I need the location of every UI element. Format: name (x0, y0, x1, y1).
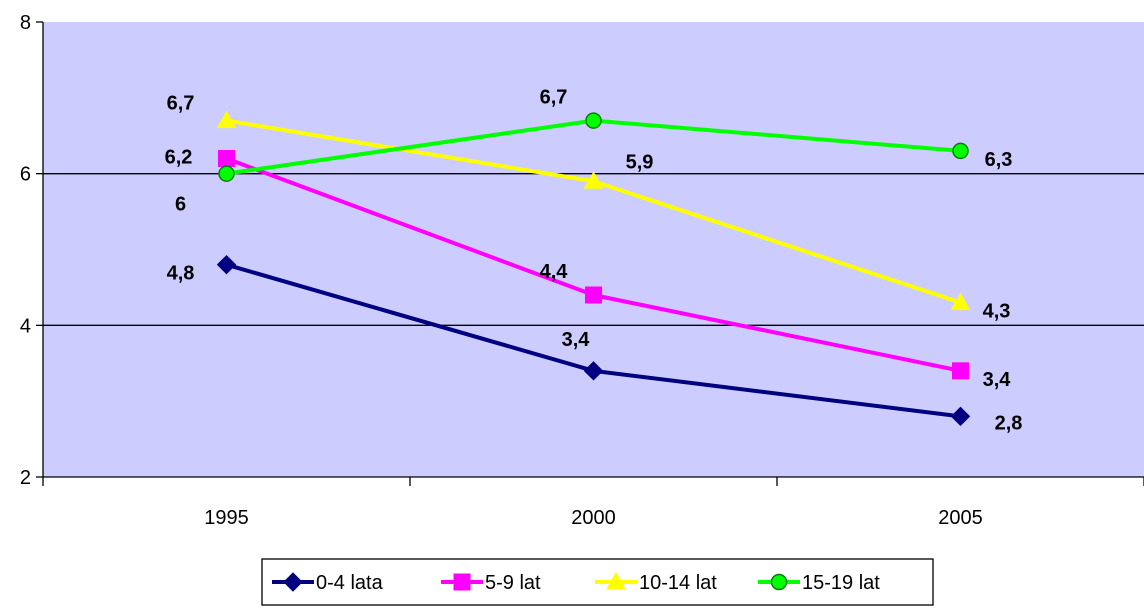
data-point-10-14-lat (216, 110, 237, 129)
data-point-10-14-lat (950, 292, 971, 311)
data-label-0-4-lata: 2,8 (995, 412, 1023, 434)
legend-marker-10-14-lat (606, 571, 626, 590)
legend: 0-4 lata 5-9 lat 10-14 lat 15-19 lat (261, 558, 934, 606)
data-point-0-4-lata (950, 406, 971, 427)
plot-area (43, 22, 1144, 477)
data-label-5-9-lat: 6,2 (165, 147, 193, 169)
data-point-5-9-lat (952, 362, 969, 380)
data-label-0-4-lata: 4,8 (167, 263, 195, 285)
y-tick-label: 8 (20, 12, 31, 34)
data-label-5-9-lat: 3,4 (983, 369, 1012, 391)
x-tick-label: 1995 (204, 507, 249, 529)
data-point-15-19-lat (218, 165, 235, 182)
data-point-0-4-lata (583, 361, 604, 381)
data-point-15-19-lat (952, 142, 969, 160)
y-tick-label: 4 (20, 315, 31, 337)
data-point-10-14-lat (583, 171, 604, 189)
data-point-5-9-lat (585, 286, 602, 304)
series-0-4-lata: 4,8 3,4 2,8 (167, 254, 1023, 434)
y-tick-label: 2 (20, 467, 31, 489)
legend-marker-15-19-lat (770, 573, 788, 591)
data-point-5-9-lat (218, 150, 235, 167)
legend-label-0-4-lata: 0-4 lata (316, 572, 384, 594)
data-label-0-4-lata: 3,4 (562, 329, 591, 351)
legend-label-5-9-lat: 5-9 lat (485, 572, 541, 594)
data-label-10-14-lat: 5,9 (626, 151, 654, 173)
legend-label-10-14-lat: 10-14 lat (639, 572, 717, 594)
series-5-9-lat: 6,2 4,4 3,4 (165, 147, 1012, 391)
data-label-15-19-lat: 6,7 (540, 87, 568, 109)
legend-marker-5-9-lat (453, 573, 471, 591)
legend-marker-0-4-lata (283, 572, 303, 592)
data-point-15-19-lat (585, 112, 602, 129)
data-label-15-19-lat: 6,3 (985, 149, 1013, 171)
data-label-15-19-lat: 6 (175, 194, 186, 216)
data-label-5-9-lat: 4,4 (540, 261, 569, 283)
series-10-14-lat: 6,7 5,9 4,3 (167, 93, 1011, 323)
data-label-10-14-lat: 6,7 (167, 93, 195, 115)
data-label-10-14-lat: 4,3 (983, 301, 1011, 323)
legend-label-15-19-lat: 15-19 lat (802, 572, 880, 594)
x-tick-label: 2000 (571, 507, 616, 529)
y-tick-label: 6 (20, 164, 31, 186)
series-15-19-lat: 6 6,7 6,3 (175, 87, 1012, 216)
x-tick-label: 2005 (938, 507, 983, 529)
data-point-0-4-lata (216, 254, 237, 275)
